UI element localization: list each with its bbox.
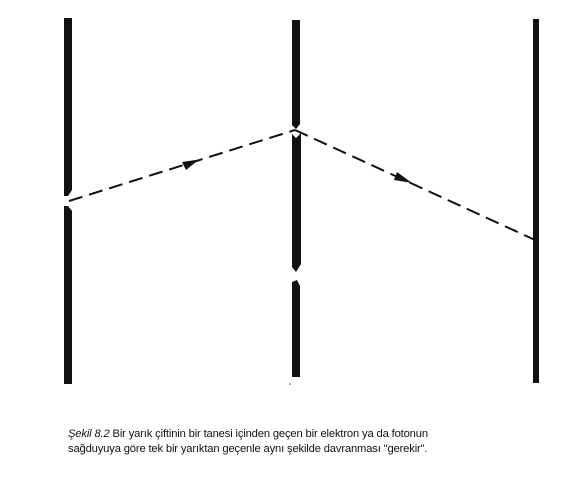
figure-caption: Şekil 8.2 Bir yarık çiftinin bir tanesi … <box>68 427 548 457</box>
caption-line-1: Şekil 8.2 Bir yarık çiftinin bir tanesi … <box>68 427 548 442</box>
double-slit-diagram <box>0 0 566 400</box>
caption-text-1: Bir yarık çiftinin bir tanesi içinden ge… <box>113 428 428 440</box>
speck <box>289 383 291 385</box>
path-segment-2 <box>295 130 535 240</box>
middle-barrier <box>292 20 301 377</box>
caption-line-2: sağduyuya göre tek bir yarıktan geçenle … <box>68 442 548 457</box>
particle-path <box>69 130 535 240</box>
direction-arrow-2 <box>394 172 412 183</box>
left-barrier-lower <box>64 206 72 384</box>
caption-label: Şekil 8.2 <box>68 428 110 440</box>
middle-barrier-top <box>292 20 300 129</box>
path-segment-1 <box>69 130 295 201</box>
screen <box>533 19 539 383</box>
left-barrier-upper <box>64 18 72 196</box>
right-barrier <box>533 19 539 383</box>
middle-barrier-mid <box>292 133 301 272</box>
middle-barrier-bottom <box>292 280 300 377</box>
direction-arrow-1 <box>182 160 199 171</box>
